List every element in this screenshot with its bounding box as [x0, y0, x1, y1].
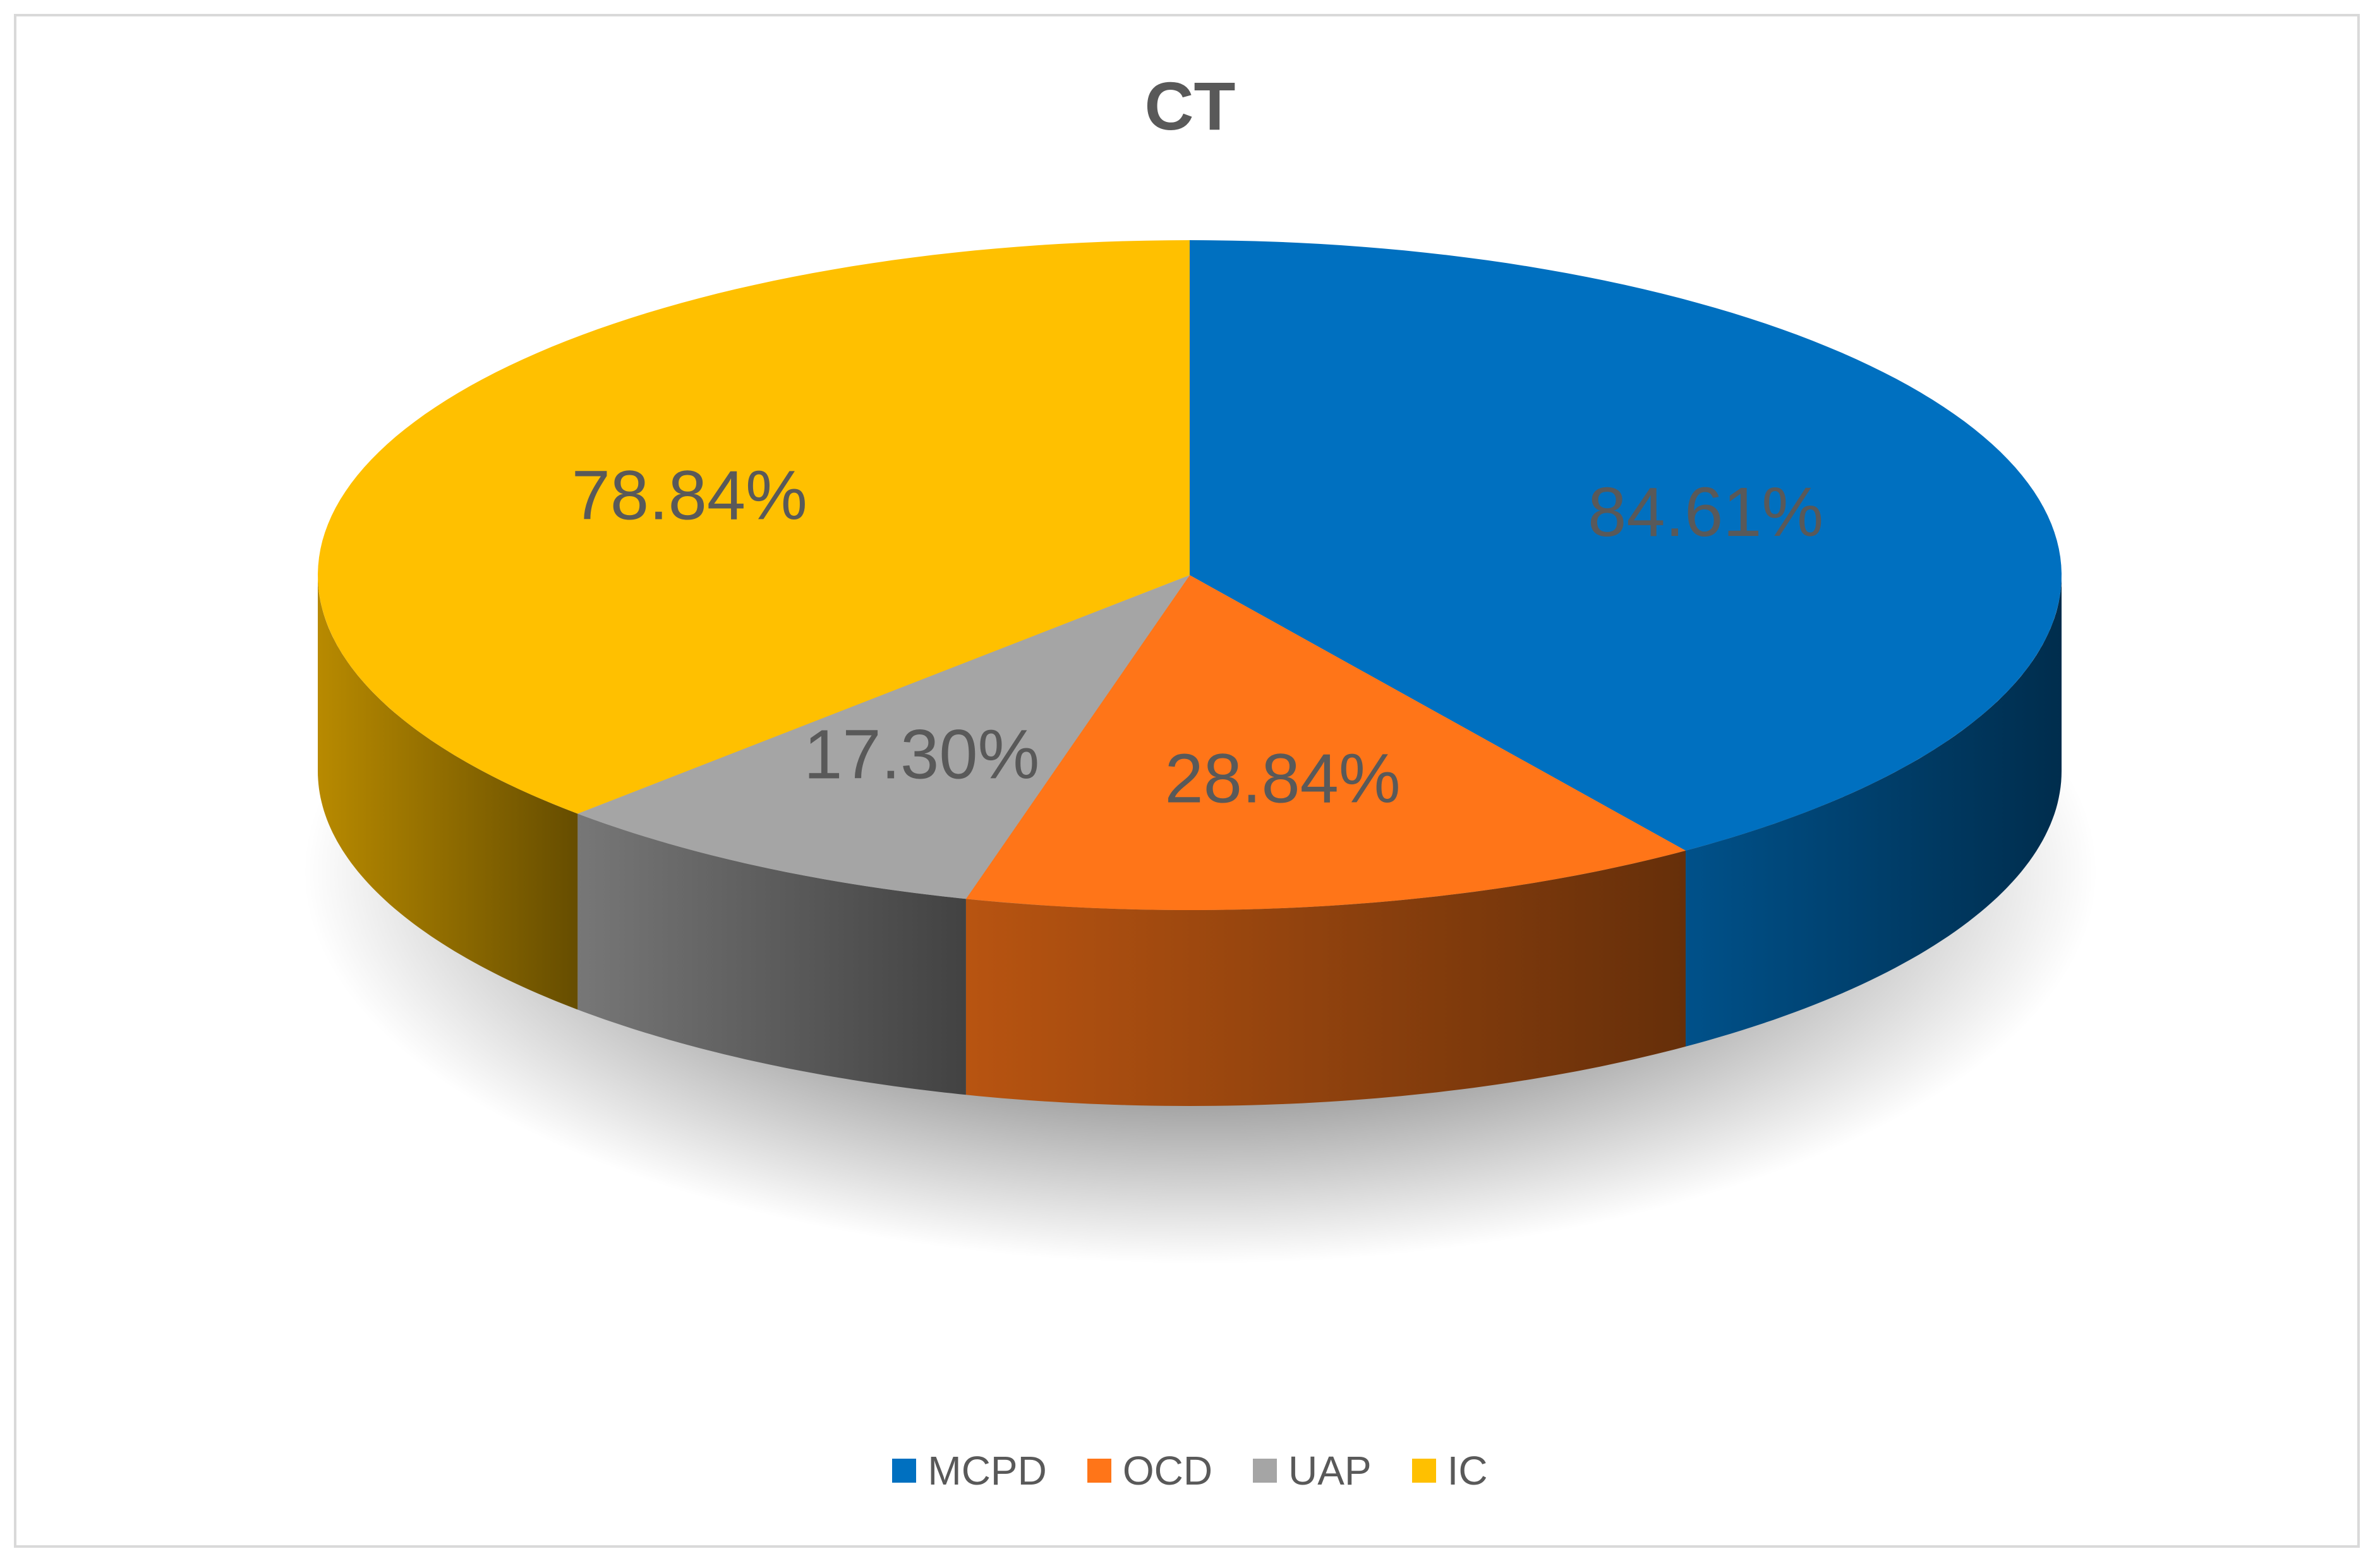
data-label-ocd: 28.84%: [1165, 740, 1401, 818]
legend-swatch-ocd: [1087, 1459, 1111, 1483]
pie-slice-uap: [577, 575, 1190, 899]
legend-label-ic: IC: [1447, 1448, 1488, 1493]
pie-slice-ic: [318, 240, 1190, 814]
pie-side-mcpd: [1686, 575, 2062, 1047]
data-label-uap: 17.30%: [804, 715, 1039, 793]
pie-side-ocd: [965, 850, 1686, 1106]
chart-title: CT: [1144, 68, 1236, 144]
pie-sides: [318, 575, 2062, 1106]
legend-swatch-ic: [1411, 1459, 1436, 1483]
legend-swatch-mcpd: [892, 1459, 917, 1483]
pie-tops: [318, 240, 2062, 910]
legend-item-mcpd: MCPD: [892, 1447, 1047, 1494]
legend-label-uap: UAP: [1288, 1448, 1372, 1493]
legend-item-ocd: OCD: [1087, 1447, 1212, 1494]
legend-label-mcpd: MCPD: [927, 1448, 1047, 1493]
pie-slice-ocd: [965, 575, 1686, 910]
legend: MCPD OCD UAP IC: [0, 1447, 2380, 1494]
data-label-mcpd: 84.61%: [1588, 473, 1823, 551]
pie-side-uap: [577, 813, 966, 1095]
legend-label-ocd: OCD: [1122, 1448, 1213, 1493]
legend-item-uap: UAP: [1253, 1447, 1372, 1494]
pie-side-ic: [318, 575, 578, 1010]
data-label-ic: 78.84%: [572, 456, 807, 534]
pie-slice-mcpd: [1190, 240, 2062, 851]
legend-item-ic: IC: [1411, 1447, 1488, 1494]
legend-swatch-uap: [1253, 1459, 1278, 1483]
pie-data-labels: 84.61% 28.84% 17.30% 78.84%: [572, 456, 1823, 817]
